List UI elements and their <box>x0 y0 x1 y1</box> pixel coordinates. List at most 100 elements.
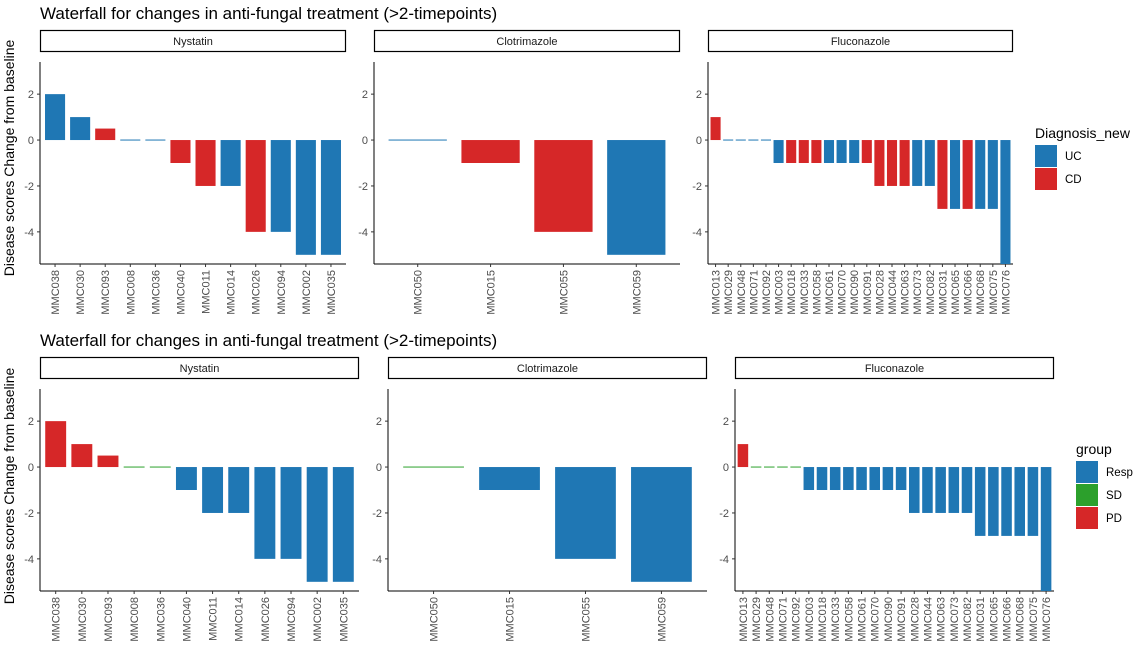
x-tick-label: MMC044 <box>922 597 934 642</box>
x-tick-label: MMC050 <box>413 270 425 315</box>
bar-mmc073 <box>912 140 923 186</box>
bar-mmc028 <box>909 467 920 513</box>
bar-mmc050 <box>388 139 447 141</box>
bar-mmc014 <box>220 140 241 186</box>
x-tick-label: MMC038 <box>51 597 63 642</box>
x-tick-label: MMC003 <box>774 270 786 315</box>
x-tick-label: MMC033 <box>830 597 842 642</box>
x-tick-label: MMC073 <box>949 597 961 642</box>
y-tick-label: 2 <box>362 89 368 101</box>
x-tick-label: MMC063 <box>900 270 912 315</box>
bar-mmc066 <box>962 140 973 209</box>
x-tick-label: MMC018 <box>786 270 798 315</box>
y-tick-label: -2 <box>692 181 702 193</box>
panel-nystatin: Nystatin -4 -2 0 2 MMC038 MMC030 MMC093 MMC008 MM… <box>24 29 347 315</box>
bar-mmc033 <box>829 467 841 490</box>
bar-mmc035 <box>320 140 341 255</box>
x-tick-label: MMC058 <box>843 597 855 642</box>
bar-mmc092 <box>790 466 801 468</box>
waterfall-chart-diagnosis: Waterfall for changes in anti-fungal tre… <box>1 4 1131 315</box>
y-tick-label: -4 <box>24 227 34 239</box>
bar-mmc094 <box>280 467 302 559</box>
legend-swatch-sd <box>1076 484 1098 506</box>
x-tick-label: MMC036 <box>155 597 167 642</box>
bar-mmc048 <box>764 466 775 468</box>
x-tick-label: MMC091 <box>896 597 908 642</box>
x-tick-label: MMC029 <box>723 270 735 315</box>
y-axis-label: Disease scores Change from baseline <box>1 368 17 605</box>
strip-label: Fluconazole <box>865 363 924 375</box>
bar-mmc040 <box>170 140 191 163</box>
y-tick-label: 0 <box>28 462 34 474</box>
x-tick-label: MMC018 <box>817 597 829 642</box>
x-tick-label: MMC068 <box>1015 597 1027 642</box>
x-tick-label: MMC063 <box>936 597 948 642</box>
y-tick-label: 2 <box>376 416 382 428</box>
x-tick-label: MMC075 <box>1028 597 1040 642</box>
x-tick-label: MMC048 <box>764 597 776 642</box>
x-tick-label: MMC015 <box>505 597 517 642</box>
bar-mmc091 <box>895 467 907 490</box>
bar-mmc018 <box>786 140 797 163</box>
bar-mmc011 <box>195 140 216 186</box>
x-tick-label: MMC068 <box>975 270 987 315</box>
x-tick-label: MMC073 <box>912 270 924 315</box>
x-tick-label: MMC011 <box>208 597 220 641</box>
x-tick-label: MMC059 <box>631 270 643 315</box>
panel-nystatin: Nystatin -4 -2 0 2 MMC038 MMC030 MMC093 MMC008 MM… <box>24 356 360 642</box>
bar-mmc073 <box>948 467 960 513</box>
x-tick-label: MMC026 <box>260 597 272 642</box>
x-tick-label: MMC014 <box>234 597 246 642</box>
legend-label-resp: Resp <box>1106 467 1133 479</box>
bar-mmc093 <box>95 128 116 141</box>
bar-mmc033 <box>798 140 809 163</box>
bar-mmc059 <box>607 140 666 255</box>
bar-mmc094 <box>270 140 291 232</box>
legend-swatch-resp <box>1076 461 1098 483</box>
bar-mmc093 <box>97 455 119 468</box>
strip-label: Clotrimazole <box>517 363 578 375</box>
bar-mmc055 <box>555 467 616 559</box>
x-tick-label: MMC065 <box>988 597 1000 642</box>
legend-label-uc: UC <box>1065 151 1082 163</box>
bar-mmc065 <box>949 140 961 209</box>
x-tick-label: MMC011 <box>201 270 213 314</box>
bar-mmc044 <box>922 467 933 513</box>
x-tick-label: MMC040 <box>181 597 193 642</box>
x-tick-label: MMC028 <box>909 597 921 642</box>
bar-mmc071 <box>777 466 788 468</box>
x-tick-label: MMC048 <box>736 270 748 315</box>
y-tick-label: -2 <box>372 508 382 520</box>
x-tick-label: MMC055 <box>558 270 570 315</box>
bar-mmc082 <box>924 140 935 186</box>
strip-box <box>39 356 360 380</box>
y-tick-label: -2 <box>24 508 34 520</box>
strip-label: Nystatin <box>173 36 213 48</box>
y-tick-label: 2 <box>723 416 729 428</box>
bar-mmc014 <box>228 467 250 513</box>
bar-mmc040 <box>175 467 197 490</box>
x-tick-label: MMC071 <box>748 270 760 315</box>
bar-mmc031 <box>937 140 948 209</box>
x-tick-label: MMC066 <box>1002 597 1014 642</box>
bar-mmc036 <box>145 139 166 141</box>
x-tick-label: MMC061 <box>857 597 869 642</box>
bar-mmc015 <box>479 467 540 490</box>
x-tick-label: MMC094 <box>276 270 288 315</box>
x-tick-label: MMC093 <box>100 270 112 315</box>
x-tick-label: MMC014 <box>226 270 238 315</box>
bar-mmc070 <box>836 140 847 163</box>
x-tick-label: MMC092 <box>791 597 803 642</box>
strip-box <box>387 356 708 380</box>
bar-mmc066 <box>1001 467 1012 536</box>
bar-mmc030 <box>70 117 91 141</box>
bar-mmc065 <box>988 467 999 536</box>
x-tick-label: MMC050 <box>429 597 441 642</box>
y-tick-label: -2 <box>358 181 368 193</box>
x-tick-label: MMC008 <box>129 597 141 642</box>
x-tick-label: MMC071 <box>777 597 789 642</box>
bar-mmc090 <box>849 140 860 163</box>
y-axis-label: Disease scores Change from baseline <box>1 40 17 277</box>
bar-mmc031 <box>974 467 986 536</box>
